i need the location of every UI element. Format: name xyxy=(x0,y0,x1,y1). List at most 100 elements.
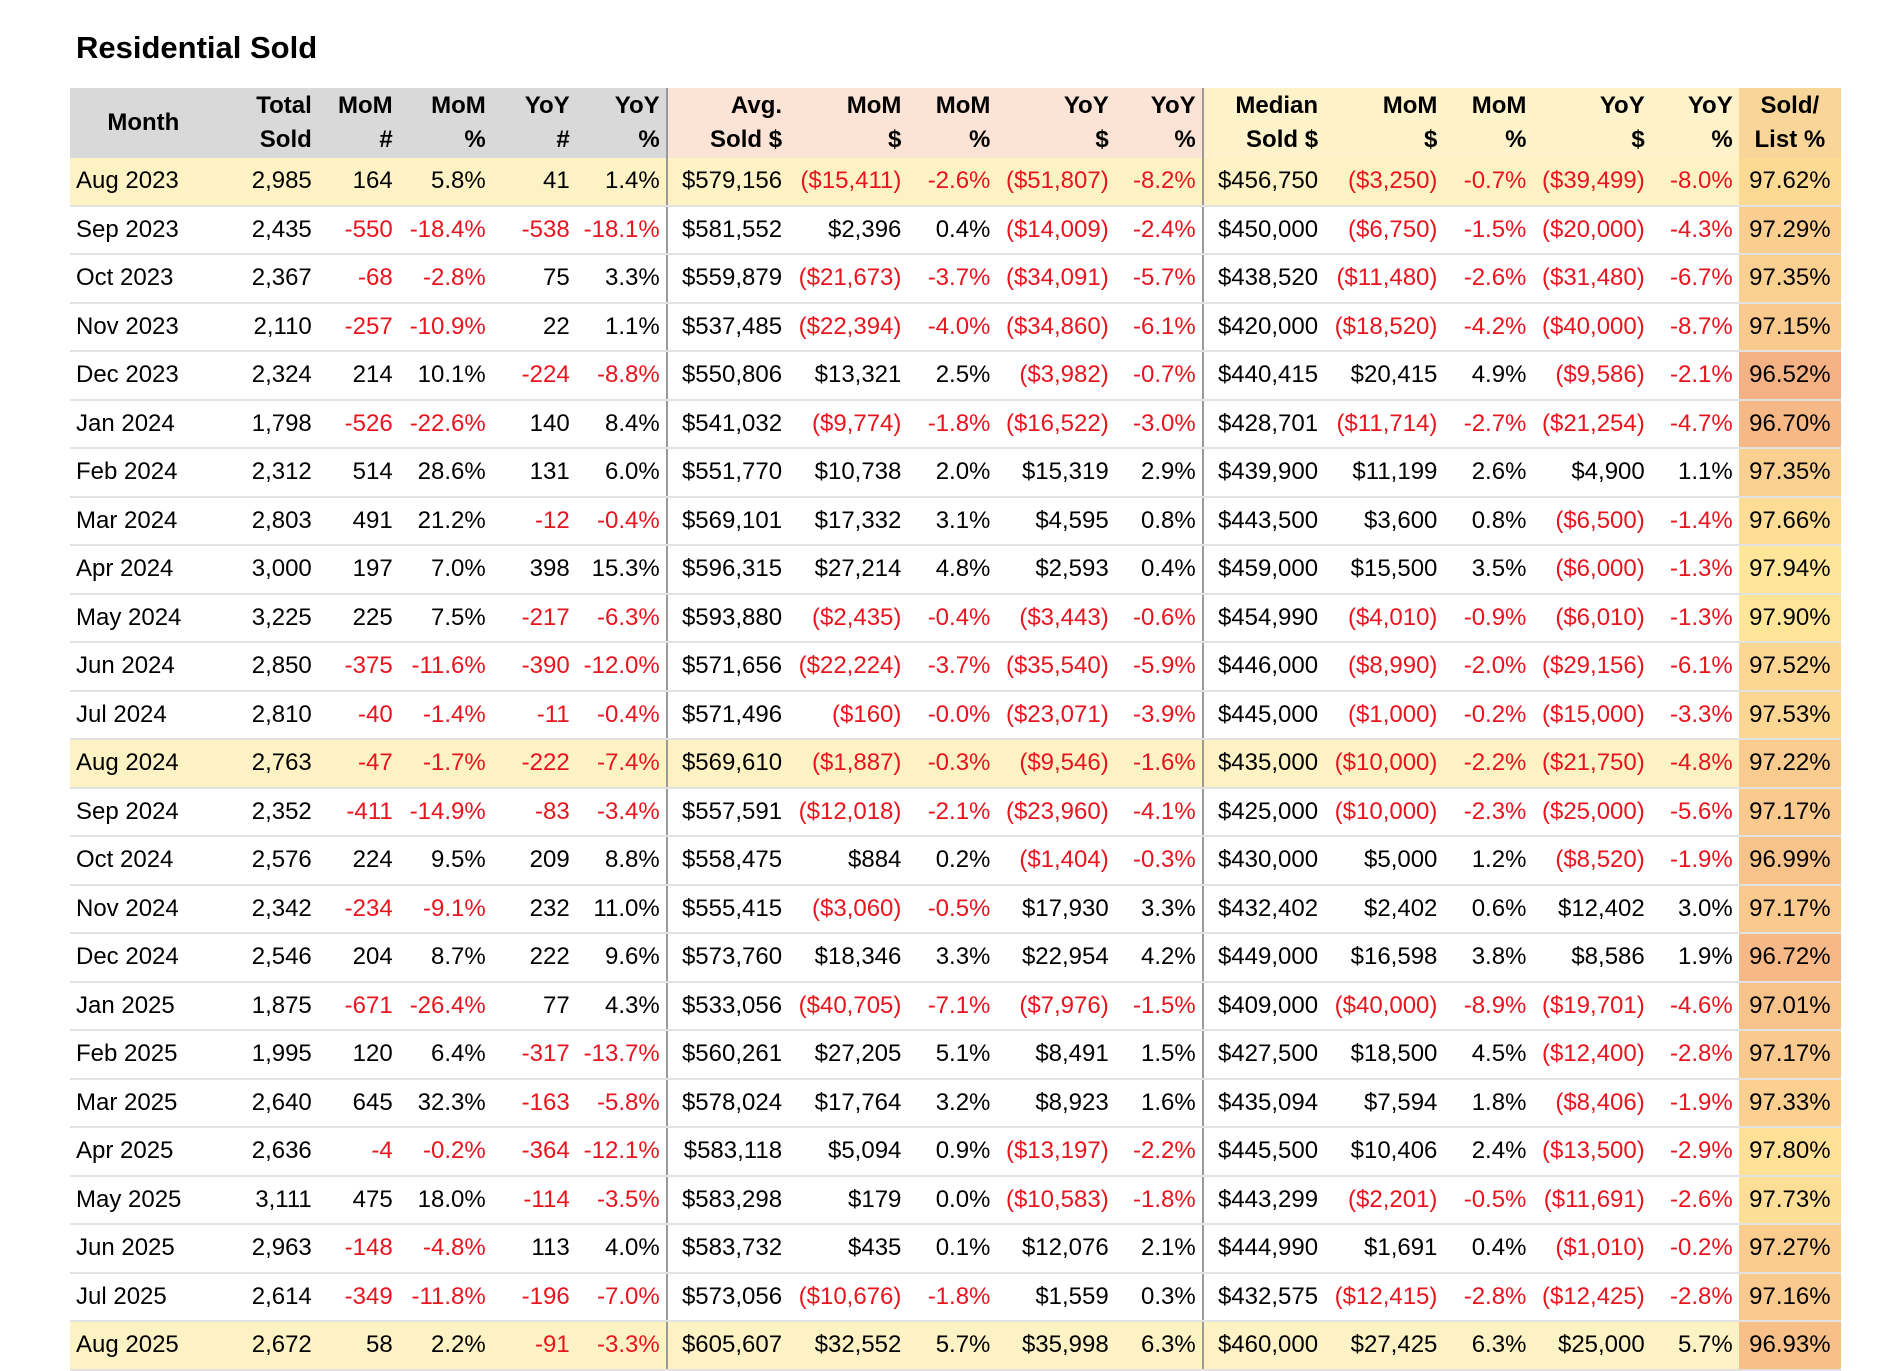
cell-mom-pct: -18.4% xyxy=(398,205,492,255)
cell-avg-mom-dollar: ($22,224) xyxy=(788,642,908,692)
cell-mom-count: -375 xyxy=(317,642,399,692)
table-row: Jan 2025 1,875 -671 -26.4% 77 4.3% $533,056 ($4… xyxy=(70,981,1841,1031)
cell-median-mom-dollar: ($11,714) xyxy=(1324,399,1444,449)
cell-mom-count: 214 xyxy=(317,351,399,401)
cell-mom-pct: -9.1% xyxy=(398,884,492,934)
cell-avg-yoy-dollar: ($51,807) xyxy=(996,158,1115,207)
cell-yoy-pct: -7.4% xyxy=(575,739,668,789)
cell-yoy-pct: -5.8% xyxy=(575,1078,668,1128)
cell-median-mom-pct: -0.5% xyxy=(1443,1175,1533,1225)
cell-total-sold: 2,576 xyxy=(216,836,318,886)
cell-median-yoy-dollar: ($1,010) xyxy=(1532,1224,1651,1274)
cell-median-mom-dollar: $5,000 xyxy=(1324,836,1444,886)
cell-mom-pct: 7.5% xyxy=(398,593,492,643)
cell-mom-count: 204 xyxy=(317,933,399,983)
table-row: Aug 2024 2,763 -47 -1.7% -222 -7.4% $569,610 ($… xyxy=(70,739,1841,789)
cell-avg-sold: $550,806 xyxy=(666,351,789,401)
cell-sold-list-pct: 97.29% xyxy=(1738,205,1841,255)
cell-avg-yoy-pct: -2.2% xyxy=(1114,1127,1204,1177)
table-row: Nov 2023 2,110 -257 -10.9% 22 1.1% $537,485 ($2… xyxy=(70,302,1841,352)
cell-avg-sold: $560,261 xyxy=(666,1030,789,1080)
cell-avg-yoy-dollar: $8,923 xyxy=(996,1078,1115,1128)
cell-mom-count: -68 xyxy=(317,254,399,304)
cell-median-yoy-dollar: ($13,500) xyxy=(1532,1127,1651,1177)
header-mom-count: MoM # xyxy=(317,88,399,158)
cell-median-yoy-pct: -1.9% xyxy=(1650,1078,1739,1128)
cell-median-mom-pct: 0.6% xyxy=(1443,884,1533,934)
cell-mom-pct: -1.7% xyxy=(398,739,492,789)
cell-median-sold: $459,000 xyxy=(1202,545,1325,595)
cell-avg-yoy-pct: -3.9% xyxy=(1114,690,1204,740)
cell-avg-mom-pct: 4.8% xyxy=(907,545,997,595)
cell-median-sold: $432,575 xyxy=(1202,1272,1325,1322)
cell-median-mom-dollar: $2,402 xyxy=(1324,884,1444,934)
cell-mom-pct: -11.8% xyxy=(398,1272,492,1322)
cell-yoy-count: -217 xyxy=(491,593,576,643)
table-row: Apr 2025 2,636 -4 -0.2% -364 -12.1% $583,118 $5… xyxy=(70,1127,1841,1177)
cell-avg-sold: $571,656 xyxy=(666,642,789,692)
cell-median-mom-pct: -8.9% xyxy=(1443,981,1533,1031)
cell-sold-list-pct: 97.53% xyxy=(1738,690,1841,740)
cell-month: Apr 2025 xyxy=(70,1127,217,1177)
cell-total-sold: 2,546 xyxy=(216,933,318,983)
cell-avg-mom-pct: -1.8% xyxy=(907,399,997,449)
cell-avg-mom-dollar: $32,552 xyxy=(788,1321,908,1371)
cell-yoy-pct: 11.0% xyxy=(575,884,668,934)
cell-median-yoy-pct: -1.4% xyxy=(1650,496,1739,546)
cell-yoy-pct: 8.4% xyxy=(575,399,668,449)
header-median-yoy-dollar: YoY $ xyxy=(1532,88,1651,158)
cell-median-yoy-dollar: ($40,000) xyxy=(1532,302,1651,352)
cell-sold-list-pct: 97.35% xyxy=(1738,448,1841,498)
cell-month: Feb 2025 xyxy=(70,1030,217,1080)
cell-mom-pct: 18.0% xyxy=(398,1175,492,1225)
cell-median-yoy-pct: -1.3% xyxy=(1650,545,1739,595)
cell-median-yoy-pct: -2.6% xyxy=(1650,1175,1739,1225)
cell-mom-count: 197 xyxy=(317,545,399,595)
cell-median-yoy-dollar: ($11,691) xyxy=(1532,1175,1651,1225)
cell-mom-count: -40 xyxy=(317,690,399,740)
cell-avg-mom-dollar: ($1,887) xyxy=(788,739,908,789)
cell-sold-list-pct: 96.99% xyxy=(1738,836,1841,886)
cell-month: Nov 2023 xyxy=(70,302,217,352)
cell-avg-yoy-dollar: $22,954 xyxy=(996,933,1115,983)
cell-avg-mom-pct: -1.8% xyxy=(907,1272,997,1322)
cell-mom-count: -411 xyxy=(317,787,399,837)
cell-median-yoy-dollar: ($6,010) xyxy=(1532,593,1651,643)
cell-yoy-count: -11 xyxy=(491,690,576,740)
cell-median-mom-dollar: ($40,000) xyxy=(1324,981,1444,1031)
cell-median-yoy-dollar: ($19,701) xyxy=(1532,981,1651,1031)
cell-median-yoy-dollar: ($21,254) xyxy=(1532,399,1651,449)
cell-median-sold: $432,402 xyxy=(1202,884,1325,934)
cell-mom-count: 645 xyxy=(317,1078,399,1128)
cell-avg-mom-dollar: $2,396 xyxy=(788,205,908,255)
cell-mom-pct: -4.8% xyxy=(398,1224,492,1274)
cell-sold-list-pct: 96.70% xyxy=(1738,399,1841,449)
cell-median-sold: $444,990 xyxy=(1202,1224,1325,1274)
cell-avg-mom-dollar: ($12,018) xyxy=(788,787,908,837)
cell-yoy-count: 232 xyxy=(491,884,576,934)
cell-median-yoy-dollar: ($39,499) xyxy=(1532,158,1651,207)
cell-yoy-count: -224 xyxy=(491,351,576,401)
cell-avg-mom-dollar: $435 xyxy=(788,1224,908,1274)
cell-avg-mom-pct: 3.3% xyxy=(907,933,997,983)
cell-avg-yoy-pct: -8.2% xyxy=(1114,158,1204,207)
cell-median-mom-pct: -2.6% xyxy=(1443,254,1533,304)
cell-median-sold: $454,990 xyxy=(1202,593,1325,643)
cell-avg-mom-pct: -3.7% xyxy=(907,642,997,692)
cell-yoy-count: -114 xyxy=(491,1175,576,1225)
cell-avg-mom-pct: -7.1% xyxy=(907,981,997,1031)
cell-yoy-pct: -6.3% xyxy=(575,593,668,643)
cell-yoy-count: -317 xyxy=(491,1030,576,1080)
cell-median-mom-dollar: $3,600 xyxy=(1324,496,1444,546)
cell-total-sold: 2,640 xyxy=(216,1078,318,1128)
cell-median-sold: $430,000 xyxy=(1202,836,1325,886)
table-row: Aug 2023 2,985 164 5.8% 41 1.4% $579,156 ($15,4… xyxy=(70,158,1841,207)
cell-total-sold: 1,875 xyxy=(216,981,318,1031)
cell-median-yoy-dollar: ($6,000) xyxy=(1532,545,1651,595)
cell-sold-list-pct: 97.15% xyxy=(1738,302,1841,352)
cell-median-yoy-pct: -2.8% xyxy=(1650,1272,1739,1322)
cell-median-mom-pct: 0.4% xyxy=(1443,1224,1533,1274)
cell-avg-yoy-dollar: $12,076 xyxy=(996,1224,1115,1274)
table-row: Apr 2024 3,000 197 7.0% 398 15.3% $596,315 $27,… xyxy=(70,545,1841,595)
cell-mom-pct: 6.4% xyxy=(398,1030,492,1080)
